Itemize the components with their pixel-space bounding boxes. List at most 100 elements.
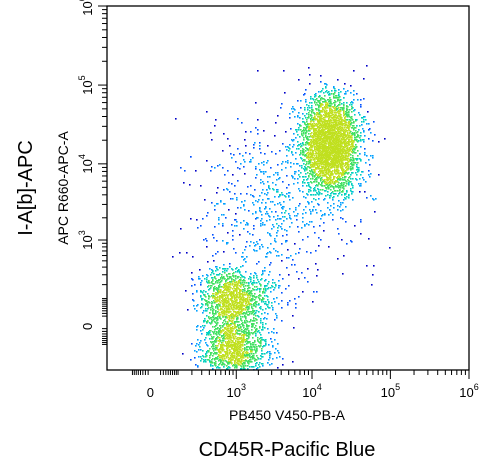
event-point — [228, 305, 230, 307]
event-point — [233, 307, 235, 309]
event-point — [217, 319, 219, 321]
event-point — [231, 294, 233, 296]
event-point — [251, 293, 253, 295]
event-point — [352, 107, 354, 109]
event-point — [270, 338, 272, 340]
event-point — [236, 366, 238, 368]
event-point — [342, 187, 344, 189]
event-point — [291, 152, 293, 154]
event-point — [368, 174, 370, 176]
event-point — [312, 152, 314, 154]
event-point — [334, 169, 336, 171]
event-point — [341, 139, 343, 141]
event-point — [206, 300, 208, 302]
event-point — [346, 146, 348, 148]
event-point — [247, 338, 249, 340]
event-point — [320, 155, 322, 157]
event-point — [246, 360, 248, 362]
event-point — [336, 145, 338, 147]
event-point — [328, 177, 330, 179]
event-point — [255, 315, 257, 317]
event-point — [233, 279, 235, 281]
event-point — [224, 284, 226, 286]
event-point — [262, 339, 264, 341]
event-point — [254, 282, 256, 284]
event-point — [239, 333, 241, 335]
event-point — [341, 155, 343, 157]
event-point — [342, 142, 344, 144]
event-point — [239, 338, 241, 340]
event-point — [210, 309, 212, 311]
event-point — [223, 295, 225, 297]
event-point — [346, 181, 348, 183]
event-point — [260, 288, 262, 290]
event-point — [315, 151, 317, 153]
event-point — [262, 297, 264, 299]
event-point — [222, 356, 224, 358]
event-point — [334, 149, 336, 151]
event-point — [308, 112, 310, 114]
event-point — [338, 164, 340, 166]
event-point — [337, 127, 339, 129]
event-point — [340, 107, 342, 109]
event-point — [197, 325, 199, 327]
event-point — [314, 148, 316, 150]
event-point — [239, 358, 241, 360]
event-point — [239, 289, 241, 291]
event-point — [292, 315, 294, 317]
event-point — [342, 108, 344, 110]
event-point — [320, 136, 322, 138]
event-point — [251, 307, 253, 309]
event-point — [348, 136, 350, 138]
event-point — [335, 112, 337, 114]
event-point — [229, 281, 231, 283]
event-point — [236, 292, 238, 294]
event-point — [317, 138, 319, 140]
event-point — [245, 271, 247, 273]
event-point — [242, 265, 244, 267]
event-point — [229, 316, 231, 318]
event-point — [236, 352, 238, 354]
event-point — [256, 359, 258, 361]
event-point — [235, 301, 237, 303]
event-point — [329, 151, 331, 153]
event-point — [314, 164, 316, 166]
event-point — [220, 355, 222, 357]
event-point — [355, 147, 357, 149]
event-point — [238, 354, 240, 356]
event-point — [229, 332, 231, 334]
event-point — [327, 116, 329, 118]
event-point — [259, 338, 261, 340]
event-point — [204, 295, 206, 297]
event-point — [229, 308, 231, 310]
event-point — [265, 339, 267, 341]
event-point — [256, 328, 258, 330]
event-point — [337, 97, 339, 99]
event-point — [245, 285, 247, 287]
event-point — [228, 299, 230, 301]
event-point — [255, 318, 257, 320]
event-point — [220, 278, 222, 280]
event-point — [321, 182, 323, 184]
event-point — [330, 152, 332, 154]
event-point — [227, 276, 229, 278]
event-point — [335, 114, 337, 116]
event-point — [240, 289, 242, 291]
event-point — [226, 337, 228, 339]
event-point — [260, 306, 262, 308]
event-point — [328, 138, 330, 140]
event-point — [222, 326, 224, 328]
event-point — [210, 285, 212, 287]
event-point — [240, 305, 242, 307]
event-point — [213, 295, 215, 297]
event-point — [251, 298, 253, 300]
event-point — [245, 365, 247, 367]
event-point — [212, 344, 214, 346]
event-point — [251, 299, 253, 301]
event-point — [240, 365, 242, 367]
event-point — [335, 186, 337, 188]
event-point — [352, 140, 354, 142]
event-point — [308, 182, 310, 184]
event-point — [340, 99, 342, 101]
event-point — [352, 144, 354, 146]
